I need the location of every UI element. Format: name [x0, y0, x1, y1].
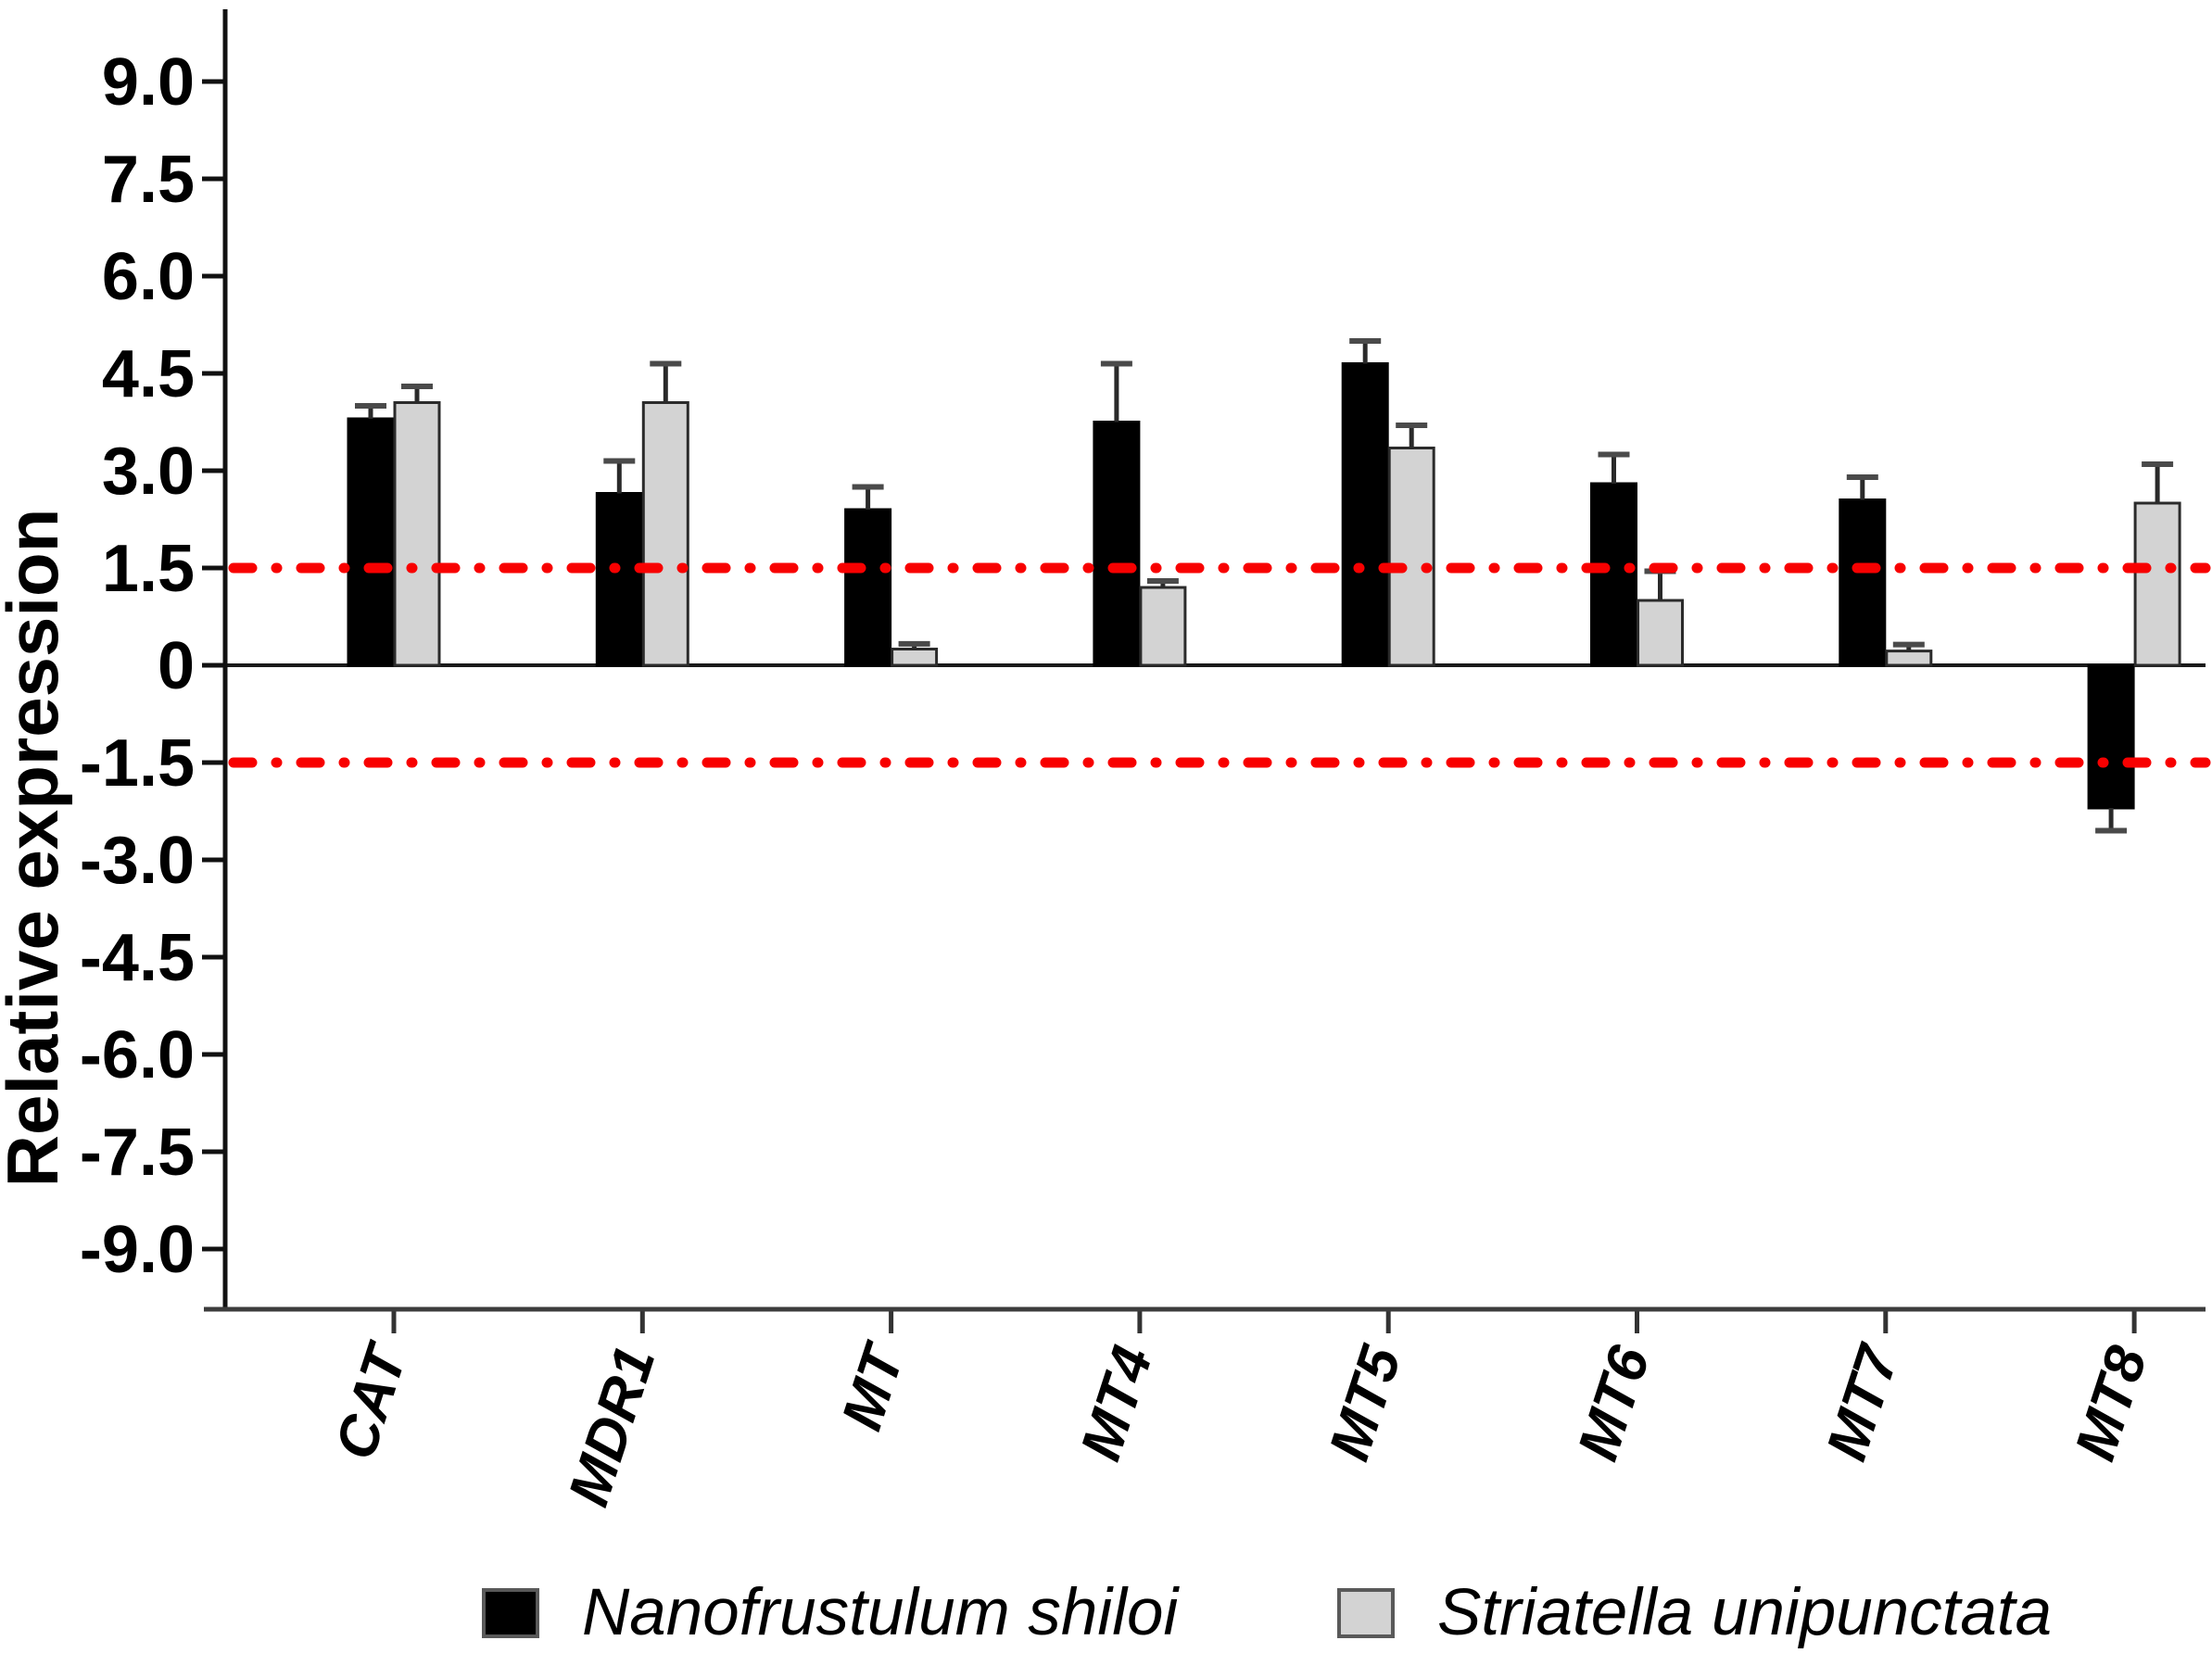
bar-mt6-series2 — [1637, 599, 1684, 667]
y-tick-label--6.0: -6.0 — [80, 1018, 195, 1092]
y-tick-label-3.0: 3.0 — [102, 435, 195, 509]
x-label-mt8: MT8 — [2063, 1339, 2159, 1469]
bar-mt-series1 — [844, 508, 892, 667]
x-label-mt7: MT7 — [1814, 1337, 1912, 1469]
bar-mt7-series2 — [1885, 650, 1933, 667]
y-tick-label--7.5: -7.5 — [80, 1116, 195, 1190]
bar-cat-series1 — [347, 417, 395, 667]
legend-item-striatella: Striatella unipunctata — [1337, 1575, 2052, 1650]
y-tick-label--1.5: -1.5 — [80, 726, 195, 801]
legend-swatch-gray — [1337, 1587, 1395, 1638]
y-tick-label-0: 0 — [158, 629, 195, 703]
bar-mt4-series1 — [1093, 421, 1141, 667]
bar-mt6-series1 — [1590, 482, 1637, 667]
bar-mt7-series1 — [1839, 498, 1887, 667]
y-tick-label--4.5: -4.5 — [80, 921, 195, 995]
bar-mt8-series2 — [2133, 501, 2181, 667]
bar-mt5-series2 — [1387, 447, 1435, 667]
legend-item-nanofrustulum: Nanofrustulum shiloi — [482, 1575, 1178, 1650]
bar-mt-series2 — [891, 648, 939, 667]
x-label-cat: CAT — [323, 1334, 421, 1467]
bar-mdr1-series1 — [595, 492, 643, 667]
y-tick-label-9.0: 9.0 — [102, 45, 195, 120]
x-label-mt6: MT6 — [1566, 1339, 1662, 1469]
bar-mt8-series1 — [2087, 663, 2135, 810]
x-label-mdr1: MDR1 — [557, 1339, 668, 1513]
legend-label-nanofrustulum: Nanofrustulum shiloi — [582, 1576, 1179, 1649]
bar-cat-series2 — [393, 401, 441, 667]
bar-mt4-series2 — [1139, 586, 1187, 667]
y-tick-label-1.5: 1.5 — [102, 532, 195, 606]
x-label-mt5: MT5 — [1318, 1338, 1414, 1469]
y-tick-label-7.5: 7.5 — [102, 143, 195, 217]
y-tick-label--3.0: -3.0 — [80, 824, 195, 898]
y-axis-title: Relative expression — [0, 509, 73, 1188]
y-tick-label-4.5: 4.5 — [102, 337, 195, 411]
bar-mdr1-series2 — [641, 401, 689, 667]
legend-label-striatella: Striatella unipunctata — [1437, 1576, 2053, 1649]
y-tick-label-6.0: 6.0 — [102, 240, 195, 314]
x-label-mt: MT — [830, 1334, 918, 1437]
y-tick-label--9.0: -9.0 — [80, 1213, 195, 1287]
x-label-mt4: MT4 — [1068, 1339, 1165, 1468]
bar-mt5-series1 — [1341, 362, 1389, 667]
legend-swatch-black — [482, 1587, 539, 1638]
